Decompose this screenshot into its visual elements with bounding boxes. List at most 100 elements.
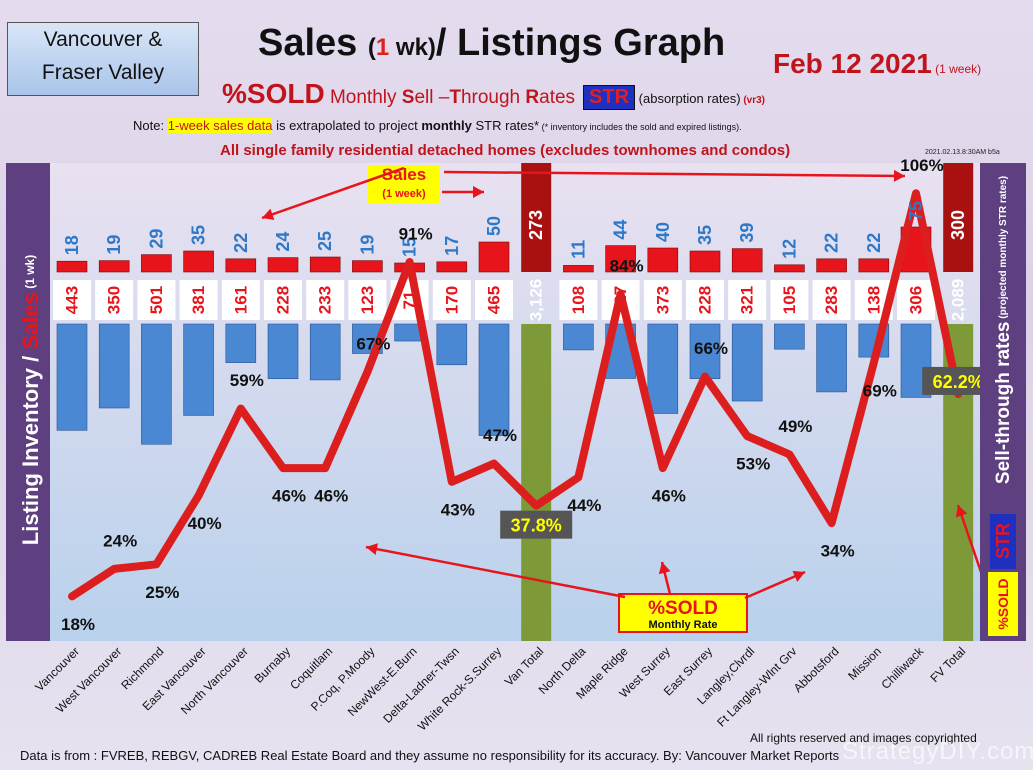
subtitle-monthly: Monthly [324, 87, 402, 108]
str-value-van-total: 37.8% [511, 516, 562, 536]
listing-value-white-rock-s-surrey: 465 [485, 286, 504, 314]
sales-value-vancouver: 18 [62, 235, 82, 255]
callout-arrowhead [955, 505, 968, 518]
sales-bar-west-vancouver [98, 260, 130, 273]
sales-value-west-vancouver: 19 [104, 235, 124, 255]
date-note: (1 week) [931, 62, 982, 76]
sales-callout-box [368, 165, 440, 203]
sales-bar-burnaby [267, 257, 299, 273]
listing-bar-vancouver [56, 323, 88, 431]
sales-bar-abbotsford [816, 258, 847, 273]
sales-value-ft-langley-wlnt-grv: 12 [779, 239, 799, 259]
listing-bar-white-rock-s-surrey [478, 323, 510, 436]
sales-value-delta-ladner-twsn: 17 [442, 236, 462, 256]
note-mid: is extrapolated to project [272, 118, 422, 133]
str-value-burnaby: 46% [272, 487, 306, 506]
title-one: 1 [375, 34, 390, 61]
right-axis-panel [980, 163, 1026, 641]
listing-label-box-ft-langley-wlnt-grv [770, 280, 809, 320]
listing-value-east-surrey: 228 [696, 286, 715, 314]
listing-label-box-coquitlam [306, 280, 345, 320]
tick-ft-langley-wlnt-grv: Ft Langley-Wlnt Grv [714, 644, 799, 729]
listing-value-west-vancouver: 350 [105, 286, 124, 314]
str-value-mission: 69% [863, 381, 897, 400]
note-bold: monthly [421, 118, 472, 133]
sales-bar-vancouver [56, 260, 88, 273]
callout-arrowhead [262, 208, 275, 221]
listing-value-langley-clvrdl: 321 [738, 286, 757, 314]
title-paren-open: ( [367, 34, 376, 61]
subtitle-t: T [449, 87, 461, 108]
sales-callout-sub: (1 week) [382, 188, 426, 200]
str-badge: STR [583, 85, 636, 110]
title-sales: Sales [258, 22, 368, 64]
date-line: Feb 12 2021 (1 week) [773, 48, 981, 80]
tick-white-rock-s-surrey: White Rock-S.Surrey [415, 644, 504, 733]
listing-value-p-coq-p-moody: 123 [358, 286, 377, 314]
sales-bar-west-surrey [647, 247, 679, 273]
listing-bar-burnaby [267, 323, 299, 380]
sales-value-coquitlam: 25 [315, 231, 335, 251]
str-value-north-delta: 44% [567, 496, 601, 515]
tick-burnaby: Burnaby [252, 644, 294, 686]
source-note: Data is from : FVREB, REBGV, CADREB Real… [20, 748, 840, 763]
sales-bar-maple-ridge [605, 245, 636, 273]
listing-bar-west-surrey [647, 323, 679, 414]
listing-value-east-vancouver: 381 [189, 286, 208, 314]
str-box-van-total [500, 510, 573, 539]
listing-bar-west-vancouver [98, 323, 130, 409]
absorption-text: (absorption rates) [635, 91, 741, 106]
title-listings: / Listings Graph [435, 22, 726, 64]
report-date: Feb 12 2021 [773, 48, 932, 79]
region-line1: Vancouver & [43, 28, 163, 51]
listing-label-box-east-surrey [686, 280, 724, 320]
listing-bar-delta-ladner-twsn [436, 323, 468, 366]
str-value-abbotsford: 34% [821, 542, 855, 561]
str-value-vancouver: 18% [61, 615, 95, 634]
str-value-north-vancouver: 59% [230, 371, 264, 390]
subtitle-sold: %SOLD [222, 78, 325, 109]
absorption-note: (absorption rates) (vr3) [635, 91, 765, 106]
str-value-fv-total: 62.2% [933, 372, 984, 392]
sales-value-langley-clvrdl: 39 [737, 223, 757, 243]
listing-label-box-p-coq-p-moody [348, 280, 387, 320]
sales-bar-langley-clvrdl [731, 248, 763, 273]
listing-value-richmond: 501 [147, 286, 166, 314]
listing-label-box-white-rock-s-surrey [475, 280, 513, 320]
listing-bar-east-vancouver [183, 323, 214, 416]
timestamp: 2021.02.13.8:30AM b5a [925, 149, 1000, 156]
left-axis-panel [6, 163, 50, 641]
note-detached: All single family residential detached h… [220, 142, 791, 159]
sales-bar-fv-total [943, 163, 974, 272]
str-value-coquitlam: 46% [314, 487, 348, 506]
str-value-west-vancouver: 24% [103, 531, 137, 550]
tick-fv-total: FV Total [927, 644, 968, 685]
listing-bar-east-surrey [689, 323, 721, 380]
sales-bar-white-rock-s-surrey [478, 241, 510, 273]
tick-abbotsford: Abbotsford [791, 644, 842, 695]
listing-label-box-north-vancouver [221, 280, 260, 320]
sold-callout-sub: Monthly Rate [648, 619, 717, 631]
sales-bar-north-delta [563, 265, 594, 273]
callout-arrowhead [658, 562, 671, 575]
region-line2: Fraser Valley [41, 61, 165, 84]
str-line [68, 189, 963, 601]
listing-bar-langley-clvrdl [731, 323, 763, 402]
callout-arrowhead [473, 186, 484, 198]
sales-bar-north-vancouver [225, 258, 257, 273]
tick-mission: Mission [845, 644, 884, 683]
sales-value-van-total: 273 [526, 210, 546, 240]
listing-bar-coquitlam [309, 323, 341, 381]
subtitle-ates: ates [539, 87, 576, 108]
tick-chilliwack: Chilliwack [879, 644, 927, 692]
sales-value-abbotsford: 22 [822, 233, 842, 253]
note-small: (* inventory includes the sold and expir… [539, 122, 742, 132]
listing-label-box-west-surrey [643, 280, 682, 320]
callout-arrow [261, 166, 405, 220]
sales-callout-label: Sales [382, 165, 426, 184]
str-value-east-surrey: 66% [694, 339, 728, 358]
listing-label-box-chilliwack [897, 280, 935, 320]
listing-label-box-north-delta [559, 280, 598, 320]
sales-bar-coquitlam [309, 256, 341, 273]
str-value-delta-ladner-twsn: 43% [441, 500, 475, 519]
